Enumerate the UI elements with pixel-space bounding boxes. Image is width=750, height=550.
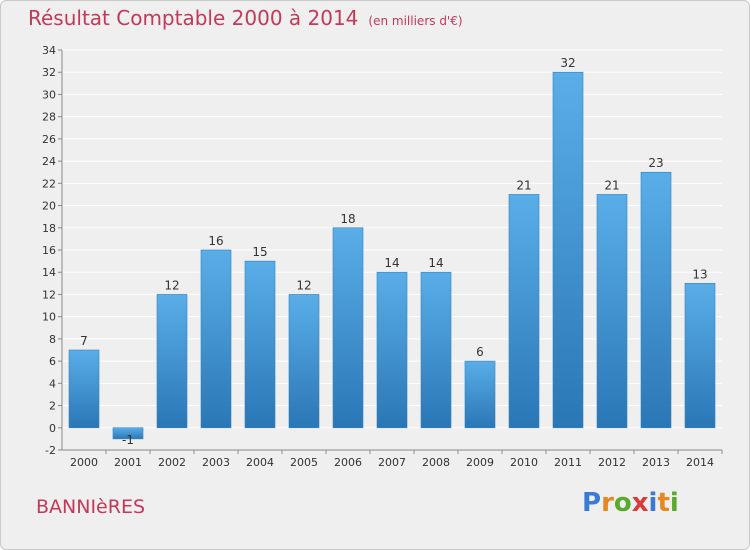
logo-letter: i	[648, 488, 658, 518]
x-tick-label: 2004	[246, 456, 274, 469]
x-tick-label: 2010	[510, 456, 538, 469]
logo-letter: r	[601, 488, 614, 518]
data-label: 15	[252, 245, 267, 259]
data-labels: 7 -1 12 16 15 12 18 14 14 6 21 32 21 23 13	[80, 56, 707, 447]
title-block: Résultat Comptable 2000 à 2014 (en millie…	[28, 6, 463, 30]
y-tick-label: 6	[49, 355, 56, 368]
x-tick-label: 2007	[378, 456, 406, 469]
logo-letter: o	[613, 488, 632, 518]
x-tick-label: 2013	[642, 456, 670, 469]
x-tick-label: 2014	[686, 456, 714, 469]
data-label: 21	[604, 178, 619, 192]
logo-letter: i	[669, 488, 679, 518]
data-label: 14	[428, 256, 443, 270]
y-tick-label: 18	[42, 222, 56, 235]
y-tick-label: 20	[42, 200, 56, 213]
y-tick-label: 8	[49, 333, 56, 346]
data-label: 23	[648, 156, 663, 170]
data-label: 32	[560, 56, 575, 70]
data-label: 14	[384, 256, 399, 270]
data-label: 18	[340, 212, 355, 226]
data-label: 7	[80, 334, 88, 348]
y-tick-label: 34	[42, 44, 56, 57]
x-tick-label: 2012	[598, 456, 626, 469]
x-tick-label: 2008	[422, 456, 450, 469]
y-tick-label: 4	[49, 377, 56, 390]
y-tick-label: 0	[49, 422, 56, 435]
bar	[596, 194, 628, 429]
y-tick-label: 22	[42, 177, 56, 190]
logo-letter: t	[657, 488, 670, 518]
y-tick-label: 30	[42, 88, 56, 101]
y-tick-label: 28	[42, 111, 56, 124]
bar	[376, 271, 408, 429]
x-tick-label: 2003	[202, 456, 230, 469]
bar	[156, 294, 188, 429]
bar	[684, 283, 716, 429]
logo-letter: x	[631, 488, 649, 518]
data-label: 6	[476, 345, 484, 359]
y-tick-label: 26	[42, 133, 56, 146]
data-label: 16	[208, 234, 223, 248]
y-tick-label: 14	[42, 266, 56, 279]
x-tick-label: 2005	[290, 456, 318, 469]
town-name: BANNIèRES	[36, 496, 146, 518]
bar	[112, 427, 144, 440]
data-label: 12	[296, 278, 311, 292]
bar	[420, 271, 452, 429]
bar	[332, 227, 364, 429]
y-tick-label: 12	[42, 288, 56, 301]
data-label: 12	[164, 278, 179, 292]
x-tick-label: 2002	[158, 456, 186, 469]
bars	[68, 71, 716, 440]
y-tick-label: 16	[42, 244, 56, 257]
x-tick-label: 2000	[70, 456, 98, 469]
bar	[288, 294, 320, 429]
chart-subtitle: (en milliers d'€)	[368, 14, 463, 28]
bar	[68, 349, 100, 429]
bar	[244, 260, 276, 429]
x-tick-label: 2009	[466, 456, 494, 469]
data-label: 21	[516, 178, 531, 192]
x-tick-label: 2006	[334, 456, 362, 469]
x-tick-label: 2001	[114, 456, 142, 469]
data-label: 13	[692, 267, 707, 281]
bar	[200, 249, 232, 429]
y-tick-label: 32	[42, 66, 56, 79]
y-tick-label: 24	[42, 155, 56, 168]
x-tick-label: 2011	[554, 456, 582, 469]
y-tick-label: -2	[45, 444, 56, 457]
bar	[464, 360, 496, 429]
bar	[508, 194, 540, 429]
y-tick-label: 10	[42, 311, 56, 324]
y-tick-label: 2	[49, 400, 56, 413]
logo-letter: P	[582, 488, 602, 518]
chart-title: Résultat Comptable 2000 à 2014	[28, 6, 359, 30]
bar	[640, 171, 672, 429]
bar	[552, 71, 584, 429]
data-label: -1	[122, 433, 134, 447]
proxiti-logo: Proxiti	[582, 488, 679, 518]
